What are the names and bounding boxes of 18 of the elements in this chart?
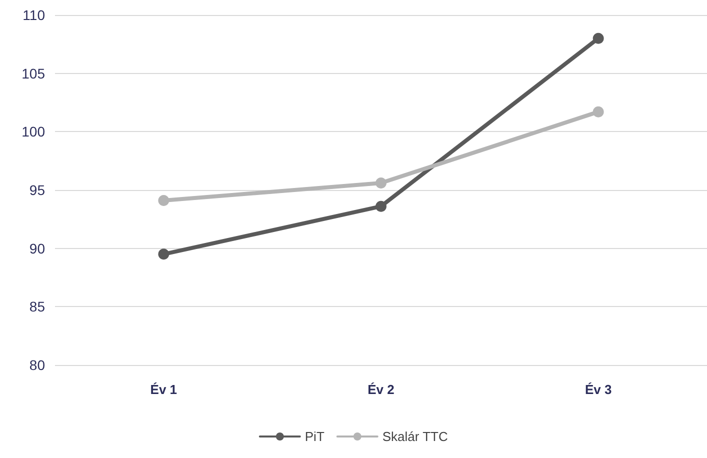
legend-label: PiT (304, 429, 324, 444)
x-tick-label: Év 2 (368, 382, 394, 397)
y-tick-label: 100 (22, 124, 46, 140)
y-tick-label: 80 (29, 357, 46, 373)
y-tick-label: 95 (29, 182, 46, 198)
point (158, 248, 170, 260)
y-tick-label: 85 (29, 298, 46, 315)
legend-label: Skalár TTC (382, 429, 448, 444)
y-tick-label: 105 (22, 65, 46, 82)
y-tick-label: 110 (22, 7, 46, 23)
point (158, 195, 170, 206)
x-tick-label: Év 1 (150, 382, 178, 397)
point (592, 32, 604, 44)
point (376, 178, 386, 188)
point (376, 200, 386, 212)
point (592, 106, 604, 118)
x-tick-label: Év 3 (584, 382, 612, 397)
y-tick-label: 90 (29, 240, 46, 256)
